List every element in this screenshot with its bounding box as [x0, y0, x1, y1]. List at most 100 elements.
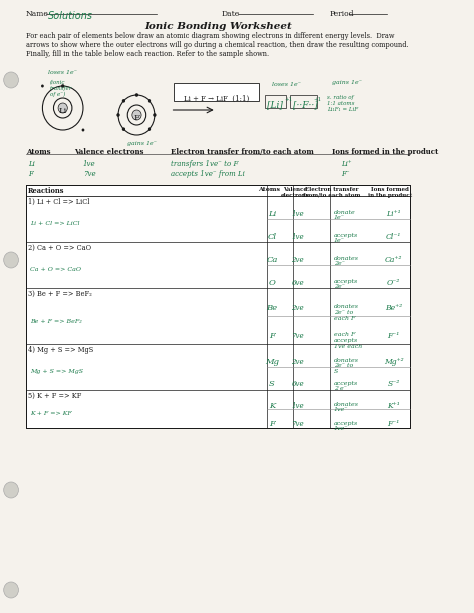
Text: Li: Li [268, 210, 276, 218]
Text: Electron transfer from/to each atom: Electron transfer from/to each atom [171, 148, 313, 156]
Text: gains 1e⁻: gains 1e⁻ [332, 80, 362, 85]
Text: F: F [27, 170, 33, 178]
Circle shape [41, 85, 44, 88]
Text: Date: Date [221, 10, 239, 18]
Text: Mg + S => MgS: Mg + S => MgS [30, 369, 83, 375]
FancyBboxPatch shape [26, 185, 410, 428]
Circle shape [122, 128, 125, 131]
Text: 1ve: 1ve [292, 210, 304, 218]
Text: accepts 1ve⁻ from Li: accepts 1ve⁻ from Li [172, 170, 246, 178]
Text: Be⁺²: Be⁺² [385, 304, 402, 312]
Circle shape [4, 252, 18, 268]
Text: [··F··]: [··F··] [293, 100, 318, 109]
Text: O: O [269, 278, 275, 286]
Text: F: F [134, 114, 139, 122]
Text: O⁻²: O⁻² [387, 278, 401, 286]
Text: 2ve: 2ve [292, 304, 304, 312]
Text: Valence
electrons: Valence electrons [281, 187, 310, 198]
Circle shape [4, 582, 18, 598]
Text: (ionic
transfer
of e⁻): (ionic transfer of e⁻) [50, 80, 72, 97]
Circle shape [116, 113, 119, 117]
Circle shape [148, 128, 151, 131]
Circle shape [132, 110, 141, 120]
Text: 1) Li + Cl => LiCl: 1) Li + Cl => LiCl [27, 198, 89, 206]
Text: Ca + O => CaO: Ca + O => CaO [30, 267, 82, 272]
Circle shape [148, 99, 151, 102]
Circle shape [122, 99, 125, 102]
Text: donates
1ve⁻: donates 1ve⁻ [334, 402, 359, 413]
Text: Li⁺¹: Li⁺¹ [386, 210, 401, 218]
Text: Atoms: Atoms [26, 148, 50, 156]
Text: Cl: Cl [267, 232, 276, 240]
Text: 7ve: 7ve [292, 332, 304, 340]
Text: 1ve: 1ve [292, 402, 304, 409]
Text: Li: Li [59, 107, 67, 115]
Text: accepts
1ve⁻: accepts 1ve⁻ [334, 421, 358, 432]
Text: Mg: Mg [265, 357, 279, 365]
Text: Li + F → LiF  (1:1): Li + F → LiF (1:1) [184, 95, 249, 103]
Text: +1: +1 [284, 97, 292, 102]
Circle shape [153, 113, 156, 117]
Text: Reactions: Reactions [27, 187, 64, 195]
Text: Be: Be [266, 304, 278, 312]
Text: Period: Period [330, 10, 355, 18]
Text: Ionic Bonding Worksheet: Ionic Bonding Worksheet [145, 22, 292, 31]
Circle shape [135, 93, 138, 97]
Text: S⁻²: S⁻² [388, 381, 400, 389]
Text: 2ve: 2ve [292, 357, 304, 365]
Text: S: S [269, 381, 275, 389]
Text: accepts
2 e⁻: accepts 2 e⁻ [334, 381, 358, 391]
Text: 5) K + F => KF: 5) K + F => KF [27, 392, 81, 400]
Text: loses 1e⁻: loses 1e⁻ [48, 70, 77, 75]
Text: each F
accepts
1ve each: each F accepts 1ve each [334, 332, 362, 349]
Text: donates
2e⁻: donates 2e⁻ [334, 256, 359, 266]
Text: Valence electrons: Valence electrons [74, 148, 143, 156]
Text: 2ve: 2ve [292, 256, 304, 264]
Circle shape [4, 482, 18, 498]
Text: Ca: Ca [266, 256, 278, 264]
Text: donates
2e⁻ to
S: donates 2e⁻ to S [334, 357, 359, 374]
Text: Ions formed
in the product: Ions formed in the product [368, 187, 412, 198]
Circle shape [61, 84, 64, 88]
Text: 7ve: 7ve [83, 170, 96, 178]
Text: Cl⁻¹: Cl⁻¹ [386, 232, 401, 240]
Text: 7ve: 7ve [292, 421, 304, 428]
Text: K + F => KF: K + F => KF [30, 411, 72, 416]
Text: 1ve: 1ve [292, 232, 304, 240]
Circle shape [58, 103, 67, 113]
Text: For each pair of elements below draw an atomic diagram showing electrons in diff: For each pair of elements below draw an … [26, 32, 409, 58]
Text: Solutions: Solutions [48, 11, 93, 21]
Text: gains 1e⁻: gains 1e⁻ [127, 141, 157, 146]
Text: Ions formed in the product: Ions formed in the product [332, 148, 438, 156]
Text: F⁻¹: F⁻¹ [388, 421, 400, 428]
Text: 1ve: 1ve [83, 160, 96, 168]
FancyBboxPatch shape [174, 83, 259, 101]
Text: +1: +1 [313, 97, 321, 102]
Text: F: F [269, 332, 275, 340]
Text: accepts
2e⁻: accepts 2e⁻ [334, 278, 358, 289]
Text: [Li]: [Li] [267, 100, 283, 109]
Text: loses 1e⁻: loses 1e⁻ [272, 82, 301, 87]
Text: transfers 1ve⁻ to F: transfers 1ve⁻ to F [172, 160, 239, 168]
Circle shape [4, 72, 18, 88]
Text: donates
2e⁻ to
each F: donates 2e⁻ to each F [334, 304, 359, 321]
Text: Li⁺: Li⁺ [341, 160, 352, 168]
Text: 6ve: 6ve [292, 381, 304, 389]
Circle shape [82, 129, 84, 132]
Text: K⁺¹: K⁺¹ [387, 402, 400, 409]
Text: Mg⁺²: Mg⁺² [384, 357, 403, 365]
Text: Name: Name [26, 10, 49, 18]
Text: F⁻: F⁻ [341, 170, 350, 178]
Text: F: F [269, 421, 275, 428]
Text: Ca⁺²: Ca⁺² [385, 256, 402, 264]
Text: 6ve: 6ve [292, 278, 304, 286]
Text: 4) Mg + S => MgS: 4) Mg + S => MgS [27, 346, 93, 354]
Text: Be + F => BeF₂: Be + F => BeF₂ [30, 319, 82, 324]
Text: K: K [269, 402, 275, 409]
Text: 3) Be + F => BeF₂: 3) Be + F => BeF₂ [27, 290, 91, 298]
Text: donate
1e⁻: donate 1e⁻ [334, 210, 356, 220]
Text: 2) Ca + O => CaO: 2) Ca + O => CaO [27, 244, 91, 252]
Text: Electron transfer
from/to each atom: Electron transfer from/to each atom [303, 187, 361, 198]
Text: Li + Cl => LiCl: Li + Cl => LiCl [30, 221, 80, 226]
Text: Atoms: Atoms [258, 187, 280, 192]
